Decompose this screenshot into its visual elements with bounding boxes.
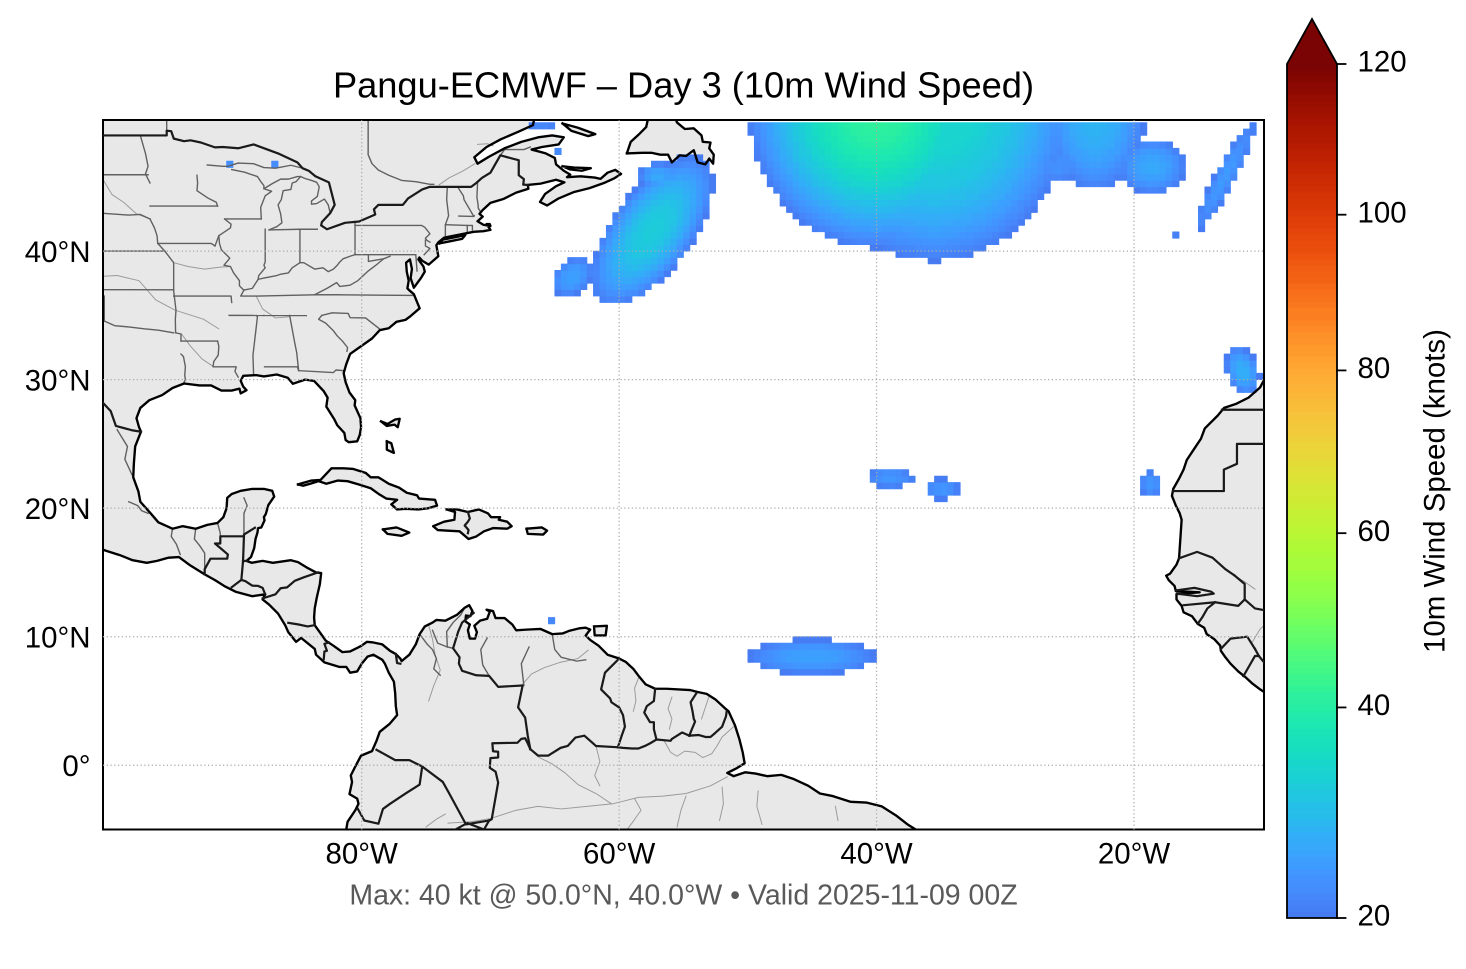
svg-text:20°W: 20°W bbox=[1098, 837, 1171, 870]
svg-text:0°: 0° bbox=[62, 750, 90, 783]
svg-text:60: 60 bbox=[1358, 515, 1391, 548]
svg-text:30°N: 30°N bbox=[25, 364, 91, 397]
svg-text:80: 80 bbox=[1358, 352, 1391, 385]
svg-text:10°N: 10°N bbox=[25, 621, 91, 654]
svg-text:Max: 40 kt @ 50.0°N, 40.0°W •: Max: 40 kt @ 50.0°N, 40.0°W • Valid 2025… bbox=[349, 879, 1017, 911]
svg-text:40°W: 40°W bbox=[840, 837, 913, 870]
svg-text:120: 120 bbox=[1358, 46, 1407, 79]
svg-text:40°N: 40°N bbox=[25, 236, 91, 269]
svg-text:100: 100 bbox=[1358, 196, 1407, 229]
svg-text:40: 40 bbox=[1358, 689, 1391, 722]
svg-text:Pangu-ECMWF – Day 3 (10m Wind: Pangu-ECMWF – Day 3 (10m Wind Speed) bbox=[333, 64, 1034, 105]
svg-text:80°W: 80°W bbox=[326, 837, 399, 870]
svg-text:20°N: 20°N bbox=[25, 493, 91, 526]
svg-text:60°W: 60°W bbox=[583, 837, 656, 870]
svg-text:10m Wind Speed (knots): 10m Wind Speed (knots) bbox=[1419, 329, 1452, 653]
svg-text:20: 20 bbox=[1358, 900, 1391, 933]
